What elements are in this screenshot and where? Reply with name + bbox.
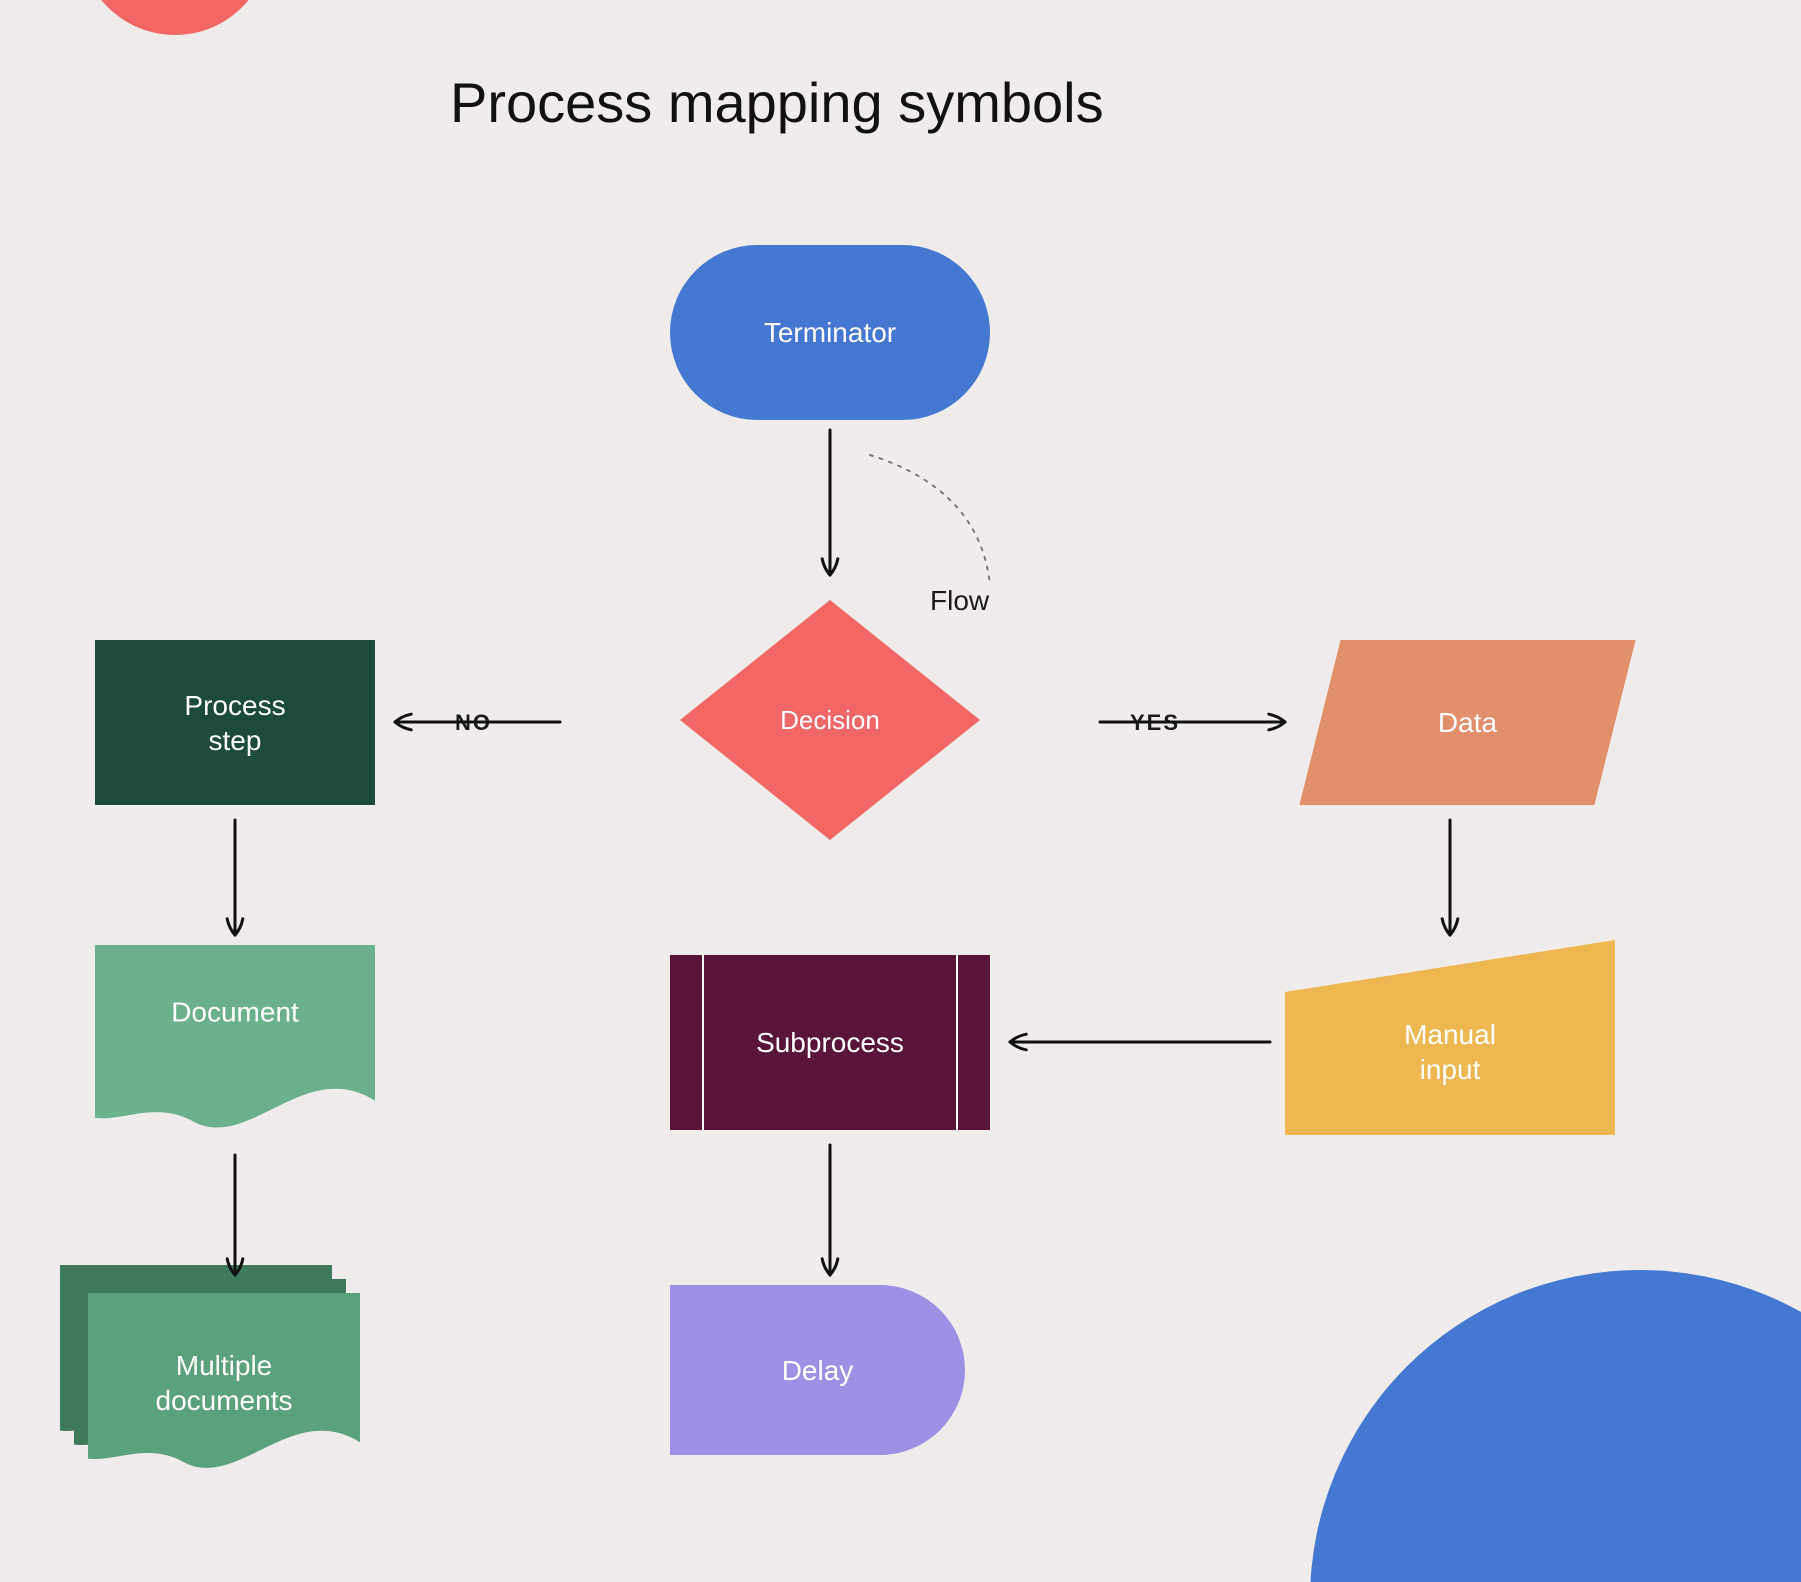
arrows-layer xyxy=(0,0,1801,1582)
diagram-canvas: Process mapping symbols Flow NO YES Term… xyxy=(0,0,1801,1582)
arrow-subprocess-to-delay xyxy=(822,1145,838,1275)
arrow-document-to-multidocs xyxy=(227,1155,243,1275)
arrow-manual-to-subprocess xyxy=(1010,1034,1270,1050)
arrow-data-to-manual xyxy=(1442,820,1458,935)
arrow-process-to-document xyxy=(227,820,243,935)
arrow-decision-to-data-yes xyxy=(1100,714,1285,730)
arrow-terminator-to-decision xyxy=(822,430,838,575)
arrow-decision-to-process-no xyxy=(395,714,560,730)
